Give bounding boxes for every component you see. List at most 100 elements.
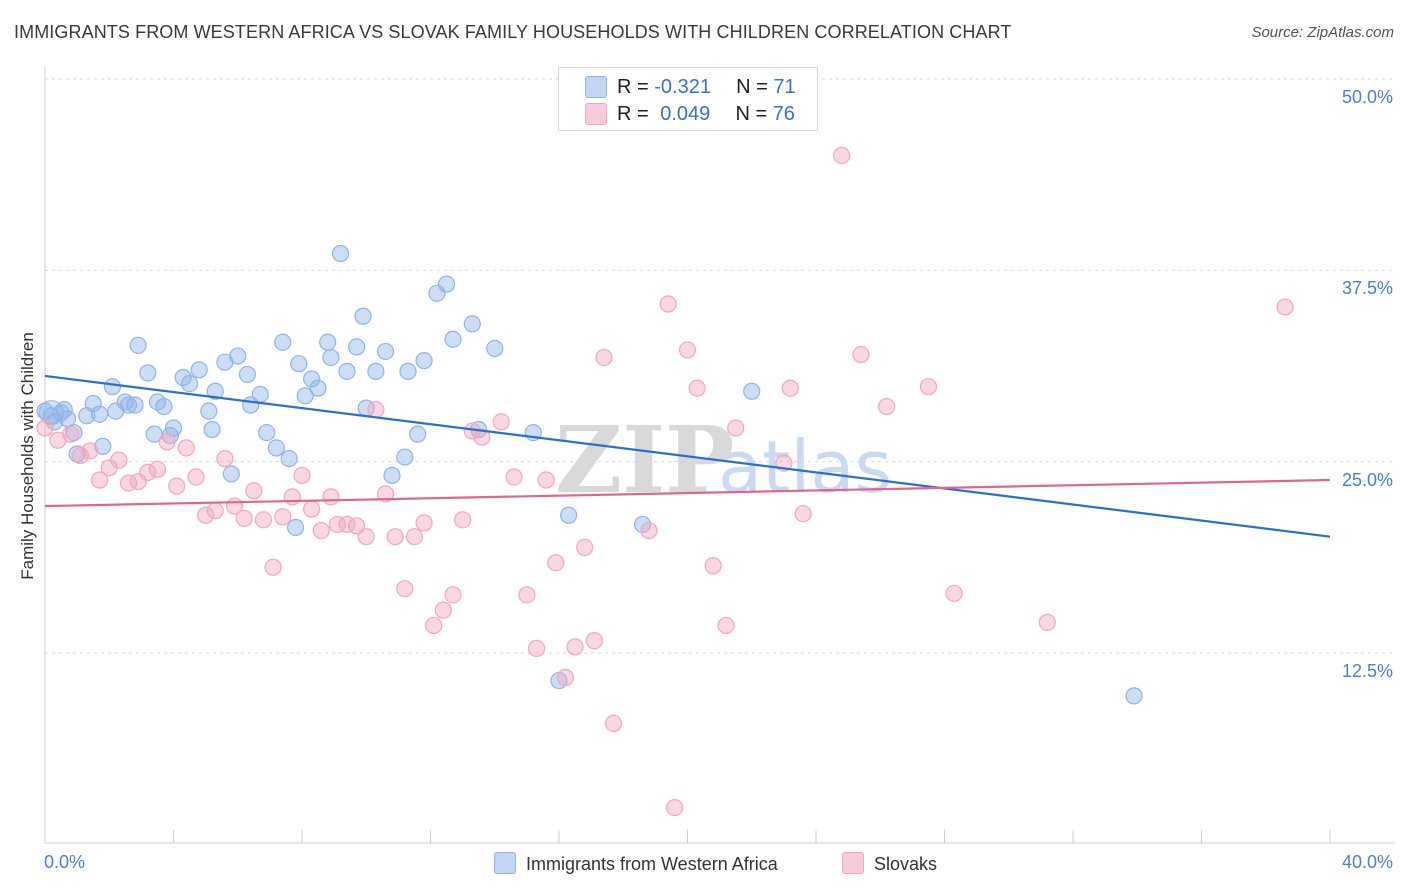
point-western-africa <box>437 275 456 293</box>
point-western-africa <box>1125 687 1143 705</box>
point-western-africa <box>322 348 340 367</box>
point-slovaks <box>396 580 414 598</box>
y-tick-label: 37.5% <box>1341 278 1393 299</box>
point-slovaks <box>527 639 546 658</box>
point-western-africa <box>200 402 218 420</box>
point-slovaks <box>367 401 385 419</box>
point-western-africa <box>229 347 247 365</box>
point-slovaks <box>405 528 424 546</box>
point-slovaks <box>566 638 584 656</box>
legend-swatch-pink <box>585 103 607 125</box>
point-western-africa <box>409 425 427 443</box>
point-slovaks <box>348 517 366 535</box>
point-western-africa <box>338 362 356 380</box>
y-tick-label: 12.5% <box>1341 661 1393 681</box>
point-slovaks <box>505 468 523 486</box>
legend-n-value: 76 <box>772 103 795 125</box>
point-western-africa <box>155 397 173 416</box>
point-slovaks <box>110 451 128 469</box>
point-slovaks <box>71 446 89 465</box>
point-slovaks <box>206 502 224 520</box>
point-western-africa <box>633 515 652 534</box>
point-western-africa <box>180 375 199 393</box>
point-slovaks <box>576 538 594 556</box>
bottom-legend-swatch-blue <box>494 852 516 874</box>
point-western-africa <box>267 439 285 457</box>
point-western-africa <box>251 385 269 403</box>
legend-r-value: -0.321 <box>654 76 711 98</box>
point-slovaks <box>62 425 80 443</box>
point-slovaks <box>878 397 896 416</box>
point-western-africa <box>309 379 327 397</box>
point-slovaks <box>425 616 443 635</box>
point-western-africa <box>84 394 102 413</box>
point-slovaks <box>518 586 536 604</box>
point-slovaks <box>376 485 395 503</box>
point-slovaks <box>605 714 623 733</box>
point-slovaks <box>547 554 565 572</box>
bottom-legend-slovaks: Slovaks <box>842 852 937 875</box>
point-western-africa <box>203 420 221 439</box>
point-slovaks <box>585 632 603 650</box>
point-western-africa <box>319 333 337 351</box>
series-immigrants-western-africa <box>36 244 1143 705</box>
point-slovaks <box>537 471 555 489</box>
trend-lines <box>44 374 1331 538</box>
point-slovaks <box>688 379 706 397</box>
point-slovaks <box>293 466 311 485</box>
point-western-africa <box>258 423 276 442</box>
axes <box>44 66 1395 844</box>
point-slovaks <box>216 450 234 468</box>
point-western-africa <box>463 315 481 333</box>
point-slovaks <box>919 378 938 396</box>
point-western-africa <box>348 338 366 356</box>
point-slovaks <box>303 500 321 518</box>
watermark: ZIP atlas <box>555 406 892 514</box>
point-slovaks <box>704 557 722 575</box>
point-slovaks <box>434 601 452 619</box>
point-western-africa <box>116 393 134 411</box>
bottom-legend-label: Immigrants from Western Africa <box>526 854 778 874</box>
point-slovaks <box>492 413 510 431</box>
point-slovaks <box>415 514 433 532</box>
point-western-africa <box>55 401 73 419</box>
point-slovaks <box>781 379 799 397</box>
y-tick-label: 25.0% <box>1341 469 1393 490</box>
point-slovaks <box>659 295 677 313</box>
point-western-africa <box>280 450 298 468</box>
trend-line-western-africa <box>44 374 1331 538</box>
point-western-africa <box>396 448 414 466</box>
point-western-africa <box>129 336 147 354</box>
point-slovaks <box>322 488 340 506</box>
point-western-africa <box>399 362 417 380</box>
point-western-africa <box>444 330 462 348</box>
point-slovaks <box>640 521 658 540</box>
point-western-africa <box>376 342 395 361</box>
point-slovaks <box>274 508 292 526</box>
point-slovaks <box>312 521 330 540</box>
point-slovaks <box>158 433 176 451</box>
source-label: Source: ZipAtlas.com <box>1251 24 1394 41</box>
point-western-africa <box>174 368 192 387</box>
point-slovaks <box>556 668 575 687</box>
point-slovaks <box>197 506 215 524</box>
point-slovaks <box>148 460 167 478</box>
point-slovaks <box>187 468 205 486</box>
point-slovaks <box>794 505 812 523</box>
point-slovaks <box>245 482 263 500</box>
point-slovaks <box>283 488 301 506</box>
point-slovaks <box>945 584 963 602</box>
point-western-africa <box>290 355 308 373</box>
stats-legend: R = -0.321 N = 71 R = 0.049 N = 76 <box>558 67 818 131</box>
point-western-africa <box>354 307 372 325</box>
point-western-africa <box>560 506 578 524</box>
point-slovaks <box>454 511 472 529</box>
watermark-atlas: atlas <box>718 425 892 509</box>
point-western-africa <box>367 362 385 380</box>
point-slovaks <box>852 345 870 364</box>
legend-n-label: N = <box>736 76 768 98</box>
point-slovaks <box>91 471 109 489</box>
point-western-africa <box>296 387 314 405</box>
point-western-africa <box>91 405 109 423</box>
y-tick-label: 50.0% <box>1341 87 1393 107</box>
